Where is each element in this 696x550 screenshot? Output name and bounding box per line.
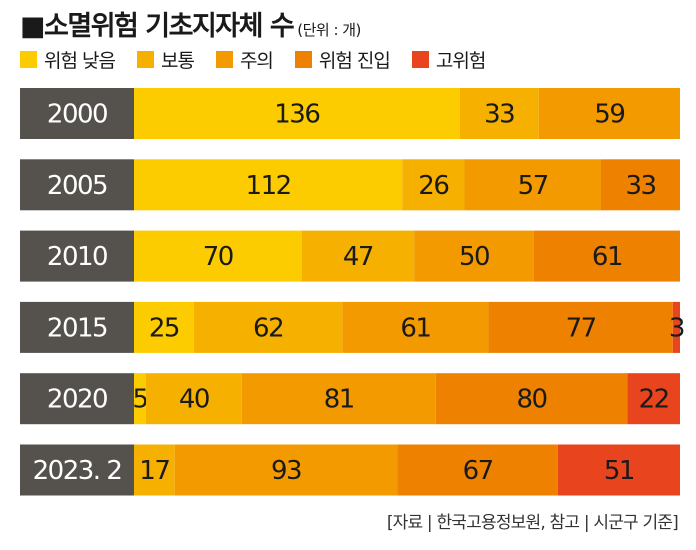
data-label: 17 xyxy=(139,456,169,486)
bar-segment xyxy=(538,88,680,139)
legend-item: 보통 xyxy=(136,46,195,73)
legend-label: 위험 진입 xyxy=(318,50,391,72)
bar-segment xyxy=(435,373,628,425)
bar-segment xyxy=(145,373,242,425)
bar-segment xyxy=(301,230,415,282)
bar-segment xyxy=(134,230,302,282)
bar-segment xyxy=(397,444,558,496)
title-text: ■소멸위험 기초지자체 수 xyxy=(20,11,295,42)
year-label: 2020 xyxy=(47,385,107,415)
legend-item: 위험 진입 xyxy=(294,46,391,73)
bar-segment xyxy=(134,159,403,211)
data-label: 57 xyxy=(518,171,548,201)
bar-segment xyxy=(134,444,175,496)
bar-segment xyxy=(672,301,680,353)
year-box xyxy=(20,159,134,211)
legend-item: 주의 xyxy=(215,46,274,73)
bar-segment xyxy=(174,444,398,496)
data-label: 40 xyxy=(179,385,209,415)
bar-segment xyxy=(533,230,680,282)
data-label: 70 xyxy=(203,242,233,272)
source-note: [자료 | 한국고용정보원, 참고 | 시군구 기준] xyxy=(386,513,679,533)
data-label: 25 xyxy=(149,313,179,343)
year-box xyxy=(20,88,134,139)
data-label: 59 xyxy=(594,100,624,130)
legend-swatch xyxy=(215,51,233,68)
data-label: 3 xyxy=(669,313,684,343)
data-label: 51 xyxy=(604,456,634,486)
legend-swatch xyxy=(20,51,37,68)
data-label: 50 xyxy=(459,242,489,272)
data-label: 22 xyxy=(639,385,669,415)
data-label: 81 xyxy=(324,385,354,415)
data-label: 61 xyxy=(400,313,430,343)
bar-segment xyxy=(193,301,343,353)
legend-item: 위험 낮음 xyxy=(20,46,116,73)
bar-segment xyxy=(134,301,194,353)
legend-swatch xyxy=(411,51,429,68)
year-label: 2023. 2 xyxy=(33,456,122,486)
year-label: 2015 xyxy=(47,313,107,343)
bar-segment xyxy=(134,373,146,425)
legend-label: 고위험 xyxy=(435,50,486,72)
data-label: 61 xyxy=(592,242,622,272)
data-label: 26 xyxy=(418,171,448,201)
data-label: 93 xyxy=(271,456,301,486)
year-label: 2000 xyxy=(47,100,107,130)
bar-segment xyxy=(414,230,534,282)
data-label: 136 xyxy=(274,100,319,130)
year-box xyxy=(20,301,134,353)
bar-segment xyxy=(342,301,489,353)
year-label: 2005 xyxy=(47,171,107,201)
data-label: 80 xyxy=(516,385,546,415)
bar-segment xyxy=(488,301,673,353)
legend-label: 보통 xyxy=(160,50,195,72)
legend-label: 주의 xyxy=(239,50,274,72)
bar-segment xyxy=(600,159,680,211)
data-label: 112 xyxy=(246,171,291,201)
data-label: 5 xyxy=(132,385,147,415)
legend-label: 위험 낮음 xyxy=(44,50,116,72)
legend-item: 고위험 xyxy=(411,46,486,73)
chart-title: ■소멸위험 기초지자체 수 (단위 : 개) xyxy=(20,4,361,43)
data-label: 67 xyxy=(463,456,493,486)
data-label: 62 xyxy=(253,313,283,343)
data-label: 47 xyxy=(343,242,373,272)
legend: 위험 낮음 보통 주의 위험 진입 고위험 xyxy=(20,46,507,73)
year-label: 2010 xyxy=(47,242,107,272)
legend-swatch xyxy=(294,51,312,68)
bar-segment xyxy=(464,159,601,211)
year-box xyxy=(20,444,134,496)
year-box xyxy=(20,230,134,282)
bar-segment xyxy=(459,88,539,139)
unit-label: (단위 : 개) xyxy=(297,21,361,39)
legend-swatch xyxy=(136,51,154,68)
bar-segment xyxy=(402,159,465,211)
data-label: 77 xyxy=(566,313,596,343)
data-label: 33 xyxy=(484,100,514,130)
year-box xyxy=(20,373,134,425)
bar-segment xyxy=(241,373,436,425)
bar-segment xyxy=(627,373,680,425)
bar-segment xyxy=(557,444,680,496)
bar-segment xyxy=(134,88,460,139)
data-label: 33 xyxy=(625,171,655,201)
